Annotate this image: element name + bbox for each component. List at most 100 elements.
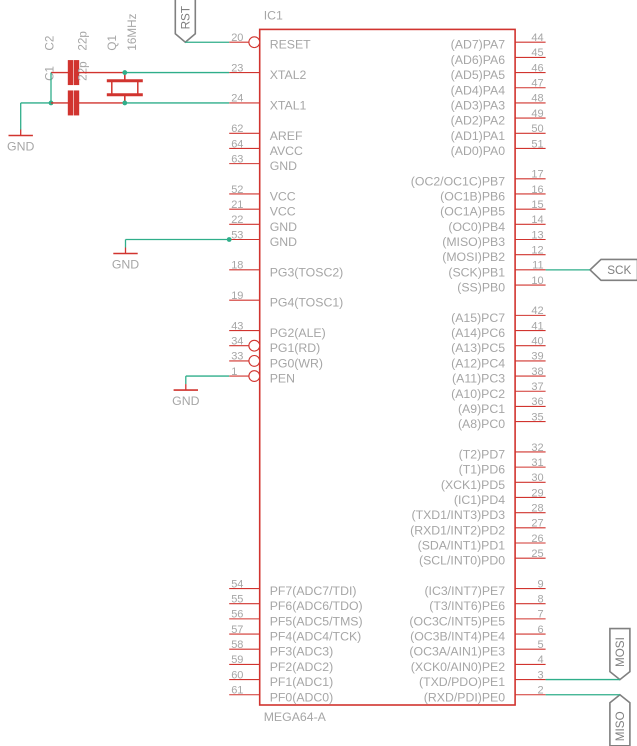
svg-text:(A8)PC0: (A8)PC0 — [458, 417, 505, 431]
svg-text:13: 13 — [531, 229, 543, 241]
svg-text:VCC: VCC — [270, 189, 296, 203]
svg-text:(AD2)PA2: (AD2)PA2 — [451, 114, 506, 128]
svg-text:(T3/INT6)PE6: (T3/INT6)PE6 — [429, 599, 505, 613]
svg-text:32: 32 — [531, 442, 543, 454]
svg-text:(OC3B/INT4)PE4: (OC3B/INT4)PE4 — [410, 630, 505, 644]
svg-text:PG3(TOSC2): PG3(TOSC2) — [270, 265, 344, 279]
svg-text:PF0(ADC0): PF0(ADC0) — [270, 690, 334, 704]
svg-text:PF5(ADC5/TMS): PF5(ADC5/TMS) — [270, 614, 363, 628]
svg-text:11: 11 — [532, 260, 543, 272]
svg-text:54: 54 — [231, 578, 243, 590]
svg-text:(A12)PC4: (A12)PC4 — [451, 356, 505, 370]
svg-text:(OC0)PB4: (OC0)PB4 — [448, 220, 505, 234]
svg-text:19: 19 — [231, 290, 243, 302]
svg-text:42: 42 — [531, 305, 543, 317]
svg-text:(A10)PC2: (A10)PC2 — [451, 387, 505, 401]
svg-text:63: 63 — [231, 153, 243, 165]
svg-text:(A14)PC6: (A14)PC6 — [451, 326, 505, 340]
svg-text:PG4(TOSC1): PG4(TOSC1) — [270, 296, 344, 310]
svg-text:(MISO)PB3: (MISO)PB3 — [442, 235, 505, 249]
svg-text:31: 31 — [531, 457, 543, 469]
svg-text:20: 20 — [231, 32, 243, 44]
svg-text:(T2)PD7: (T2)PD7 — [459, 447, 506, 461]
svg-text:48: 48 — [531, 93, 543, 105]
svg-text:Q1: Q1 — [106, 35, 119, 51]
svg-text:38: 38 — [531, 366, 543, 378]
svg-text:22p: 22p — [77, 31, 90, 51]
svg-text:36: 36 — [531, 396, 543, 408]
svg-text:22: 22 — [231, 214, 243, 226]
svg-text:60: 60 — [231, 669, 243, 681]
svg-text:51: 51 — [531, 138, 543, 150]
svg-text:62: 62 — [231, 123, 243, 135]
svg-text:61: 61 — [231, 685, 243, 697]
svg-text:34: 34 — [231, 336, 243, 348]
svg-text:(AD6)PA6: (AD6)PA6 — [451, 53, 506, 67]
svg-text:25: 25 — [531, 548, 543, 560]
svg-text:(IC3/INT7)PE7: (IC3/INT7)PE7 — [424, 584, 505, 598]
svg-text:GND: GND — [270, 235, 297, 249]
svg-text:10: 10 — [531, 275, 543, 287]
svg-text:39: 39 — [531, 351, 543, 363]
svg-text:12: 12 — [531, 244, 543, 256]
svg-text:(XCK1)PD5: (XCK1)PD5 — [441, 478, 505, 492]
svg-text:XTAL2: XTAL2 — [270, 68, 307, 82]
svg-text:(RXD1/INT2)PD2: (RXD1/INT2)PD2 — [410, 523, 505, 537]
svg-text:5: 5 — [537, 639, 543, 651]
svg-text:(OC2/OC1C)PB7: (OC2/OC1C)PB7 — [411, 174, 505, 188]
svg-text:18: 18 — [231, 260, 243, 272]
svg-text:46: 46 — [531, 62, 543, 74]
svg-text:PG2(ALE): PG2(ALE) — [270, 326, 326, 340]
svg-text:58: 58 — [231, 639, 243, 651]
svg-text:26: 26 — [531, 533, 543, 545]
svg-text:3: 3 — [537, 669, 543, 681]
svg-text:RESET: RESET — [270, 38, 311, 52]
svg-text:PG0(WR): PG0(WR) — [270, 356, 323, 370]
svg-text:(SCK)PB1: (SCK)PB1 — [448, 265, 505, 279]
svg-text:RST: RST — [179, 6, 192, 29]
svg-text:C2: C2 — [44, 36, 57, 51]
svg-text:16: 16 — [531, 184, 543, 196]
svg-text:(AD0)PA0: (AD0)PA0 — [451, 144, 506, 158]
svg-text:30: 30 — [531, 472, 543, 484]
svg-text:15: 15 — [531, 199, 543, 211]
svg-text:PF1(ADC1): PF1(ADC1) — [270, 675, 334, 689]
svg-text:C1: C1 — [44, 66, 57, 81]
svg-text:49: 49 — [531, 108, 543, 120]
svg-text:AREF: AREF — [270, 129, 303, 143]
svg-text:(SCL/INT0)PD0: (SCL/INT0)PD0 — [419, 554, 505, 568]
svg-text:55: 55 — [231, 594, 243, 606]
svg-text:MEGA64-A: MEGA64-A — [264, 710, 327, 724]
svg-text:16MHz: 16MHz — [126, 13, 139, 50]
svg-text:GND: GND — [7, 140, 34, 154]
svg-text:(AD7)PA7: (AD7)PA7 — [451, 38, 506, 52]
svg-text:(T1)PD6: (T1)PD6 — [459, 463, 506, 477]
svg-text:28: 28 — [531, 502, 543, 514]
svg-text:21: 21 — [231, 199, 243, 211]
svg-text:40: 40 — [531, 336, 543, 348]
svg-text:2: 2 — [537, 685, 543, 697]
svg-text:(MOSI)PB2: (MOSI)PB2 — [442, 250, 505, 264]
svg-text:MISO: MISO — [614, 711, 627, 741]
svg-text:(A13)PC5: (A13)PC5 — [451, 341, 505, 355]
svg-text:(OC1A)PB5: (OC1A)PB5 — [440, 205, 505, 219]
svg-text:PF6(ADC6/TDO): PF6(ADC6/TDO) — [270, 599, 363, 613]
svg-text:9: 9 — [537, 578, 543, 590]
svg-text:41: 41 — [531, 320, 543, 332]
svg-text:AVCC: AVCC — [270, 144, 303, 158]
svg-text:(RXD/PDI)PE0: (RXD/PDI)PE0 — [424, 690, 505, 704]
svg-text:23: 23 — [231, 62, 243, 74]
svg-text:(SS)PB0: (SS)PB0 — [457, 281, 505, 295]
svg-text:53: 53 — [231, 229, 243, 241]
svg-text:14: 14 — [531, 214, 543, 226]
svg-text:(AD5)PA5: (AD5)PA5 — [451, 68, 506, 82]
svg-text:PF4(ADC4/TCK): PF4(ADC4/TCK) — [270, 630, 362, 644]
svg-text:PF2(ADC2): PF2(ADC2) — [270, 660, 334, 674]
svg-text:43: 43 — [231, 320, 243, 332]
svg-text:GND: GND — [172, 394, 199, 408]
svg-text:27: 27 — [531, 518, 543, 530]
svg-text:33: 33 — [231, 351, 243, 363]
svg-text:(AD3)PA3: (AD3)PA3 — [451, 98, 506, 112]
svg-text:45: 45 — [531, 47, 543, 59]
svg-text:52: 52 — [231, 184, 243, 196]
